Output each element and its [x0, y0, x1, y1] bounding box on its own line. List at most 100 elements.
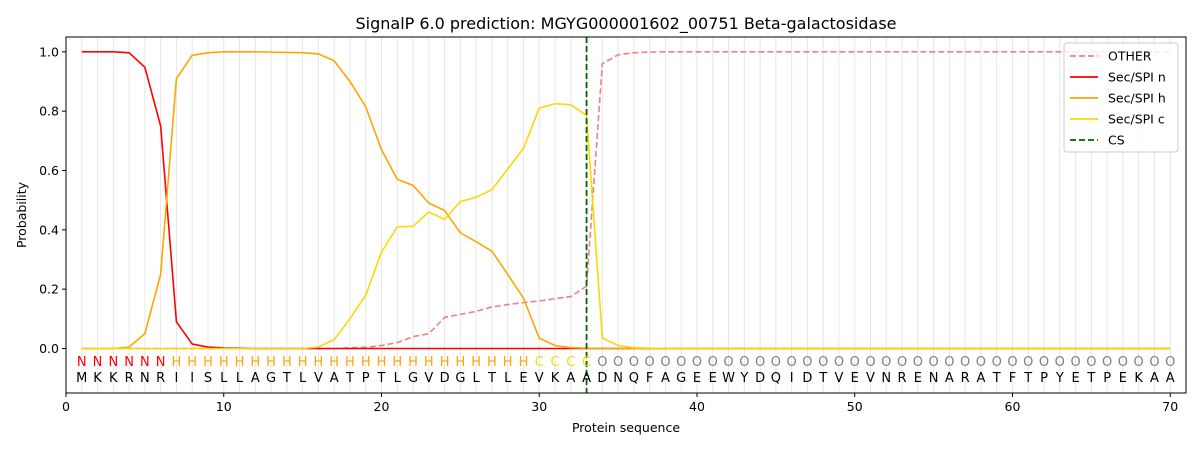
region-label: O: [913, 355, 923, 370]
region-label: H: [408, 355, 418, 370]
region-label: N: [93, 355, 103, 370]
residue-label: L: [236, 371, 244, 386]
residue-label: D: [597, 371, 607, 386]
region-label: H: [298, 355, 308, 370]
residue-label: V: [535, 371, 544, 386]
region-label: H: [187, 355, 197, 370]
residue-label: A: [945, 371, 954, 386]
residue-label: E: [914, 371, 922, 386]
region-label: O: [597, 355, 607, 370]
region-label: O: [708, 355, 718, 370]
residue-label: M: [76, 371, 87, 386]
y-tick-label: 0.2: [39, 282, 59, 297]
region-label: H: [314, 355, 324, 370]
region-label: O: [818, 355, 828, 370]
residue-label: N: [929, 371, 939, 386]
residue-label: Y: [1055, 371, 1064, 386]
residue-label: A: [1166, 371, 1175, 386]
residue-label: T: [992, 371, 1001, 386]
x-tick-label: 40: [689, 399, 705, 414]
y-tick-label: 0.8: [39, 104, 59, 119]
residue-label: I: [790, 371, 794, 386]
region-label: N: [77, 355, 87, 370]
residue-label: A: [566, 371, 575, 386]
region-label: C: [566, 355, 575, 370]
residue-label: T: [377, 371, 386, 386]
residue-label: V: [424, 371, 433, 386]
region-label: H: [519, 355, 529, 370]
residue-label: V: [314, 371, 323, 386]
region-label: O: [976, 355, 986, 370]
region-label: C: [550, 355, 559, 370]
legend-label: OTHER: [1108, 49, 1152, 64]
residue-label: T: [1086, 371, 1095, 386]
residue-label: I: [190, 371, 194, 386]
y-tick-label: 0.0: [39, 341, 59, 356]
residue-label: K: [93, 371, 102, 386]
region-label: O: [802, 355, 812, 370]
region-label: O: [1070, 355, 1080, 370]
y-tick-label: 1.0: [39, 44, 59, 59]
region-label: O: [1023, 355, 1033, 370]
plot-frame: [65, 36, 1187, 394]
y-tick-label: 0.6: [39, 163, 59, 178]
residue-label: V: [835, 371, 844, 386]
region-label: C: [535, 355, 544, 370]
y-axis: 0.0 0.2 0.4 0.6 0.8 1.0: [39, 44, 66, 356]
region-label: O: [1102, 355, 1112, 370]
y-axis-title: Probability: [14, 181, 29, 248]
residue-label: D: [802, 371, 812, 386]
region-label: O: [755, 355, 765, 370]
x-axis-title: Protein sequence: [572, 420, 680, 435]
region-label: O: [771, 355, 781, 370]
region-label: O: [897, 355, 907, 370]
residue-label: L: [504, 371, 512, 386]
residue-label: Q: [771, 371, 781, 386]
series-line-other: [81, 51, 1171, 350]
residue-label: L: [394, 371, 402, 386]
region-label: O: [928, 355, 938, 370]
region-label: H: [487, 355, 497, 370]
residue-label: P: [1040, 371, 1048, 386]
residue-label: A: [251, 371, 260, 386]
region-label: H: [455, 355, 465, 370]
region-label: O: [1086, 355, 1096, 370]
region-label: O: [1134, 355, 1144, 370]
residue-label: P: [362, 371, 370, 386]
region-label: H: [266, 355, 276, 370]
region-label: N: [124, 355, 134, 370]
residue-label: L: [220, 371, 228, 386]
region-label: H: [361, 355, 371, 370]
residue-label: R: [961, 371, 970, 386]
residue-label: R: [156, 371, 165, 386]
grid-lines: [81, 37, 1171, 393]
residue-label: A: [661, 371, 670, 386]
region-label: H: [392, 355, 402, 370]
residue-label: F: [646, 371, 653, 386]
residue-label: T: [282, 371, 291, 386]
region-label: O: [613, 355, 623, 370]
region-label: O: [992, 355, 1002, 370]
residue-label: Q: [629, 371, 639, 386]
residue-label: E: [519, 371, 527, 386]
region-label: O: [944, 355, 954, 370]
residue-label: G: [676, 371, 686, 386]
region-label: N: [140, 355, 150, 370]
x-tick-label: 60: [1005, 399, 1021, 414]
region-label: H: [377, 355, 387, 370]
residue-label: R: [125, 371, 134, 386]
residue-label: E: [709, 371, 717, 386]
residue-label: R: [898, 371, 907, 386]
region-label: H: [282, 355, 292, 370]
residue-label: N: [140, 371, 150, 386]
region-label: N: [156, 355, 166, 370]
region-label: H: [172, 355, 182, 370]
residue-label: A: [582, 371, 591, 386]
x-tick-label: 10: [216, 399, 232, 414]
residue-label: K: [109, 371, 118, 386]
residue-label: P: [1103, 371, 1111, 386]
residue-label: Y: [739, 371, 748, 386]
region-label: O: [834, 355, 844, 370]
region-label: H: [203, 355, 213, 370]
series-lines: [81, 37, 1171, 393]
